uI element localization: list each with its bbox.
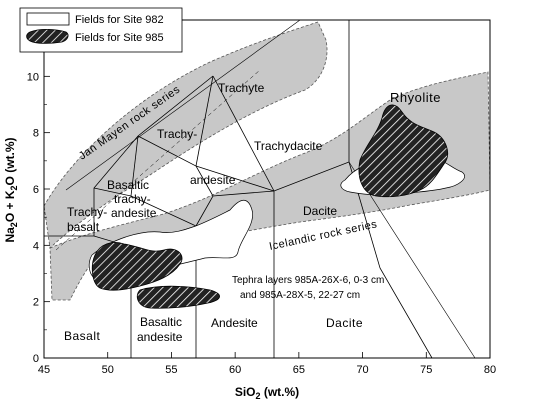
field-985-basalt	[91, 242, 183, 291]
tephra-annotation-line1: Tephra layers 985A-26X-6, 0-3 cm	[232, 275, 384, 286]
tephra-annotation-line2: and 985A-28X-5, 22-27 cm	[240, 290, 360, 301]
label-dacite-upper: Dacite	[303, 204, 337, 218]
x-tick-label: 60	[229, 364, 241, 376]
field-985-rhyolite	[358, 104, 448, 198]
jan-mayen-band	[44, 21, 328, 249]
label-basaltic-and1: Basaltic	[140, 315, 182, 329]
y-axis-label: Na2O + K2O (wt.%)	[3, 137, 19, 242]
x-tick-label: 70	[356, 364, 368, 376]
y-tick-label: 0	[33, 353, 39, 365]
x-tick-label: 80	[484, 364, 496, 376]
legend-swatch-985	[26, 28, 69, 44]
x-axis-label: SiO2 (wt.%)	[235, 385, 299, 401]
legend-label-982: Fields for Site 982	[75, 14, 164, 26]
site-985-fields	[91, 104, 448, 309]
x-tick-label: 45	[38, 364, 50, 376]
label-basalt: Basalt	[64, 329, 101, 343]
field-labels: Rhyolite Trachyte Trachydacite Trachy- a…	[64, 81, 441, 344]
legend: Fields for Site 982 Fields for Site 985	[19, 7, 183, 53]
label-basaltic-tr3: andesite	[111, 206, 157, 220]
legend-swatch-982	[26, 12, 70, 26]
y-tick-label: 10	[27, 71, 39, 83]
x-tick-label: 75	[420, 364, 432, 376]
x-tick-label: 55	[165, 364, 177, 376]
label-trachy: Trachy-	[157, 127, 197, 141]
label-basaltic-tr1: Basaltic	[107, 178, 149, 192]
y-tick-label: 6	[33, 184, 39, 196]
diagonal-line-lower	[55, 69, 261, 251]
y-tick-label: 8	[33, 128, 39, 140]
label-dacite: Dacite	[326, 316, 363, 330]
label-andesite-upper: andesite	[190, 173, 236, 187]
x-tick-label: 65	[293, 364, 305, 376]
label-andesite: Andesite	[211, 316, 258, 330]
x-axis-ticks: 45 50 55 60 65 70 75 80	[38, 352, 496, 376]
label-basaltic-and2: andesite	[137, 330, 183, 344]
label-trachybasalt1: Trachy-	[67, 205, 107, 219]
x-tick-label: 50	[102, 364, 114, 376]
label-trachydacite: Trachydacite	[254, 139, 323, 153]
field-985-tephra	[136, 285, 220, 309]
y-axis-ticks: 024681012	[27, 15, 50, 365]
label-trachybasalt2: basalt	[67, 220, 100, 234]
diagonal-line-upper	[65, 20, 301, 191]
label-rhyolite: Rhyolite	[390, 90, 441, 105]
y-tick-label: 4	[33, 240, 39, 252]
label-trachyte: Trachyte	[218, 81, 265, 95]
y-tick-label: 2	[33, 297, 39, 309]
legend-label-985: Fields for Site 985	[75, 32, 164, 44]
label-basaltic-tr2: trachy-	[114, 192, 151, 206]
